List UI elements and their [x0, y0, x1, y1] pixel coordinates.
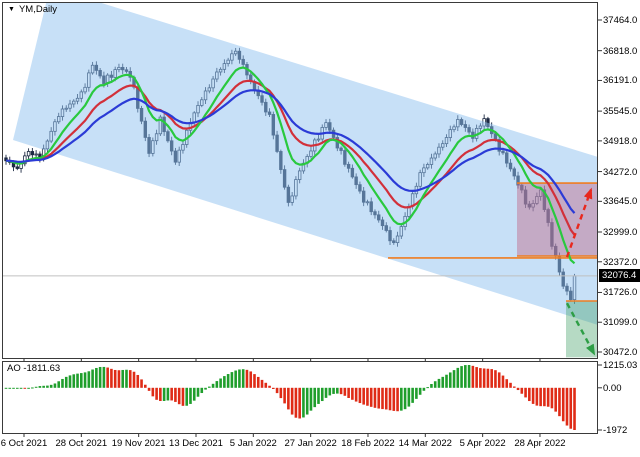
- price-axis-label: 32999.0: [603, 227, 638, 238]
- price-axis-label: 30472.0: [603, 347, 638, 358]
- ao-axis-label: 1215.03: [603, 360, 638, 371]
- ao-histogram: [4, 365, 576, 430]
- collapse-triangle-icon[interactable]: ▼: [8, 6, 15, 13]
- date-axis-label: 5 Apr 2022: [459, 438, 506, 449]
- price-axis-label: 34272.0: [603, 166, 638, 178]
- price-axis-label: 31726.0: [603, 287, 638, 299]
- price-axis-label: 34918.0: [603, 135, 638, 147]
- axis-ticks: [23, 19, 602, 437]
- date-axis-label: 14 Mar 2022: [398, 438, 452, 449]
- symbol-label-text: YM,Daily: [18, 4, 57, 15]
- current-price-tag: 32076.4: [599, 269, 640, 283]
- ma-mid-line: [5, 79, 576, 236]
- ao-axis-label: -1972: [603, 425, 628, 436]
- price-axis-label: 32372.0: [603, 256, 638, 268]
- date-axis-label: 13 Dec 2021: [169, 438, 223, 449]
- bullish-scenario-arrow[interactable]: [565, 187, 593, 258]
- date-axis-label: 19 Nov 2021: [111, 438, 166, 449]
- ma-slow-line: [5, 89, 576, 214]
- support-box[interactable]: [566, 300, 598, 358]
- ma-fast-line: [5, 66, 576, 265]
- date-axis-label: 6 Oct 2021: [0, 438, 48, 449]
- symbol-label[interactable]: ▼ YM,Daily: [8, 4, 57, 15]
- price-axis-label: 36191.0: [603, 75, 638, 87]
- price-axis-label: 31099.0: [603, 317, 638, 329]
- date-axis-label: 28 Oct 2021: [55, 438, 108, 449]
- main-plot-area: [2, 2, 598, 358]
- date-axis-label: 18 Feb 2022: [341, 438, 395, 449]
- date-axis-label: 5 Jan 2022: [229, 438, 277, 449]
- price-axis-label: 37464.0: [603, 14, 638, 26]
- price-axis-label: 35545.0: [603, 106, 638, 118]
- price-axis-label: 36818.0: [603, 45, 638, 57]
- date-axis-label: 28 Apr 2022: [514, 438, 566, 449]
- date-axis-label: 27 Jan 2022: [284, 438, 337, 449]
- ao-indicator-label: AO -1811.63: [7, 363, 61, 374]
- ao-axis-label: 0.00: [603, 382, 622, 394]
- price-axis-label: 33645.0: [603, 196, 638, 208]
